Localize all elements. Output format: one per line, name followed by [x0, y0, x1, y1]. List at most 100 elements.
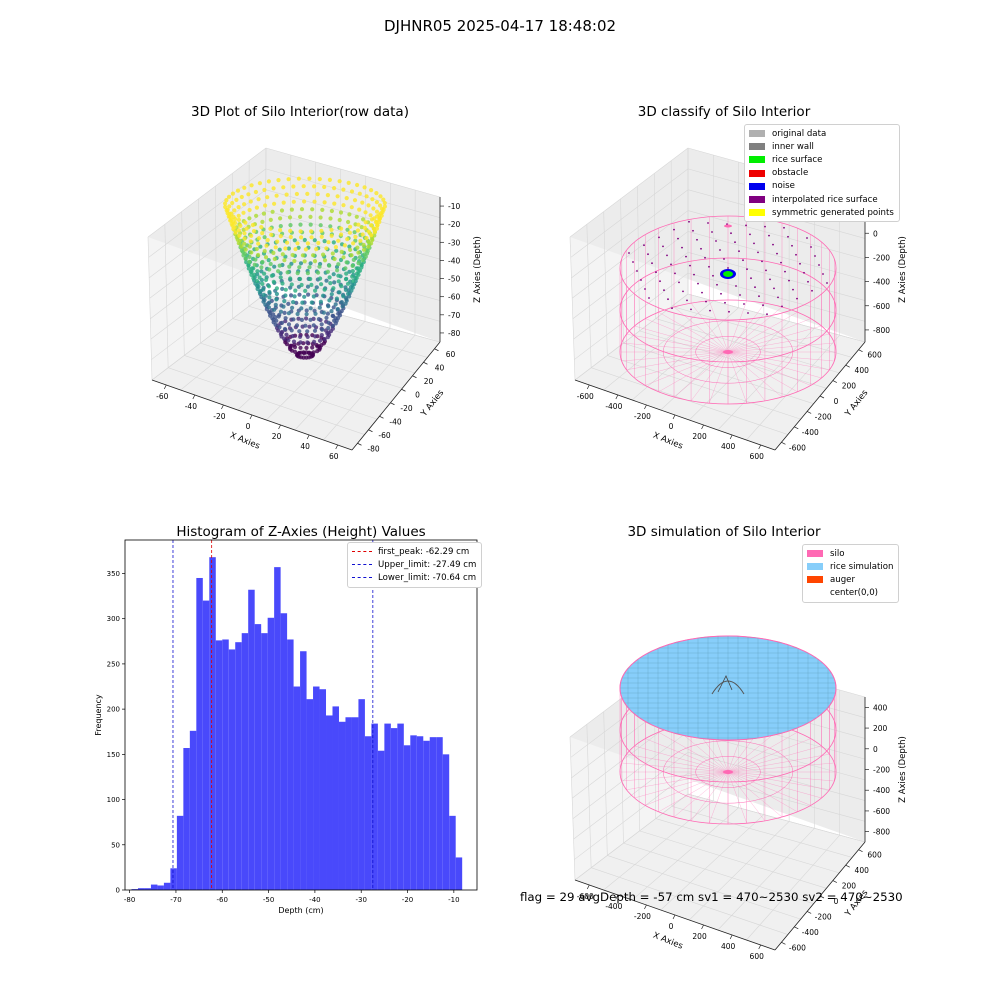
raw-data-point — [276, 178, 281, 183]
raw-data-point — [289, 282, 294, 287]
hist-bar — [332, 706, 339, 890]
raw-x-tick — [221, 404, 224, 410]
cls-interpolated-point — [814, 255, 816, 257]
cls-x-tick-label: -600 — [577, 392, 594, 401]
raw-data-point — [316, 270, 321, 275]
raw-data-point — [344, 196, 349, 201]
sim-x-tick-label: 400 — [721, 942, 736, 951]
cls-silo-floor-spoke — [727, 325, 822, 353]
sim-y-tick-label: -200 — [815, 912, 832, 921]
raw-data-point — [336, 279, 341, 284]
raw-grid — [294, 328, 391, 431]
cls-interpolated-point — [671, 307, 673, 310]
cls-x-tick — [701, 424, 704, 430]
raw-data-point — [235, 188, 241, 193]
cls-interpolated-point — [730, 232, 732, 235]
raw-y-tick — [412, 375, 417, 379]
raw-data-point — [329, 233, 334, 238]
raw-data-point — [288, 228, 293, 233]
raw-y-tick-label: 60 — [446, 350, 456, 359]
raw-data-point — [302, 199, 307, 204]
raw-data-point — [308, 222, 313, 227]
cls-silo-floor-spoke — [727, 303, 766, 353]
raw-data-point — [257, 275, 262, 280]
cls-interpolated-point — [766, 313, 768, 316]
raw-y-tick-label: 20 — [424, 377, 434, 386]
raw-data-point — [291, 317, 296, 322]
raw-data-point — [267, 295, 272, 300]
raw-data-point — [312, 199, 317, 204]
raw-data-point — [363, 220, 368, 225]
hist-bar — [228, 649, 236, 890]
raw-data-point — [254, 213, 259, 218]
raw-data-point — [272, 256, 277, 262]
raw-data-point — [330, 251, 335, 256]
cls-interpolated-point — [784, 270, 786, 273]
sim-grid — [671, 805, 853, 858]
hist-x-tick-label: -60 — [217, 896, 228, 904]
raw-data-point — [298, 214, 303, 219]
raw-data-point — [246, 263, 251, 268]
cls-grid — [569, 147, 689, 238]
raw-data-point — [311, 350, 316, 355]
raw-data-point — [243, 256, 248, 261]
raw-data-point — [278, 234, 283, 239]
raw-data-point — [352, 230, 357, 235]
sim-y-tick-label: 400 — [855, 866, 870, 875]
hist-bar — [248, 589, 255, 890]
raw-data-point — [260, 219, 265, 224]
cls-interpolated-point — [738, 250, 740, 253]
raw-data-point — [262, 235, 267, 240]
cls-interpolated-point — [701, 291, 703, 294]
raw-data-point — [247, 207, 252, 213]
raw-data-point — [253, 189, 258, 195]
raw-z-tick-label: -80 — [448, 329, 460, 338]
raw-data-point — [298, 334, 303, 339]
raw-data-point — [266, 305, 271, 310]
raw-grid — [216, 330, 403, 389]
raw-data-point — [251, 229, 257, 234]
raw-data-point — [239, 244, 244, 249]
raw-data-point — [239, 194, 244, 200]
cls-interpolated-point — [688, 220, 690, 223]
raw-data-point — [327, 177, 332, 182]
raw-data-point — [347, 230, 352, 235]
raw-data-point — [324, 246, 329, 251]
hist-bar — [183, 748, 190, 890]
raw-data-point — [284, 192, 289, 197]
raw-data-point — [326, 320, 331, 325]
raw-data-point — [297, 292, 302, 297]
legend-entry-noise: noise — [749, 180, 894, 193]
cls-interpolated-point — [720, 292, 722, 295]
raw-data-point — [259, 225, 264, 230]
raw-data-point — [290, 252, 295, 258]
raw-data-point — [247, 216, 252, 221]
raw-grid — [148, 189, 266, 279]
raw-data-point — [242, 236, 247, 241]
raw-data-point — [266, 284, 272, 289]
raw-data-point — [318, 223, 323, 228]
raw-data-point — [332, 318, 337, 323]
cls-y-tick — [845, 364, 850, 368]
raw-data-point — [254, 246, 259, 252]
sim-x-tick — [701, 924, 704, 930]
raw-grid — [232, 318, 415, 374]
raw-data-point — [267, 289, 272, 295]
raw-data-point — [352, 282, 357, 287]
cls-silo-floor-spoke — [626, 334, 729, 353]
sim-y-tick — [845, 864, 850, 868]
raw-data-point — [305, 284, 311, 289]
raw-data-point — [314, 285, 319, 290]
raw-data-point — [271, 312, 276, 317]
cls-silo-floor-spoke — [634, 325, 729, 353]
raw-x-tick-label: 60 — [329, 452, 339, 461]
raw-data-point — [343, 301, 348, 306]
hist-bar — [300, 651, 307, 890]
sim-grid — [687, 793, 866, 843]
hist-bar — [410, 735, 417, 890]
sim-y-tick — [781, 941, 786, 945]
raw-data-point — [333, 245, 338, 250]
cls-silo-center — [723, 350, 733, 354]
raw-data-point — [256, 197, 261, 202]
raw-data-point — [309, 235, 314, 240]
